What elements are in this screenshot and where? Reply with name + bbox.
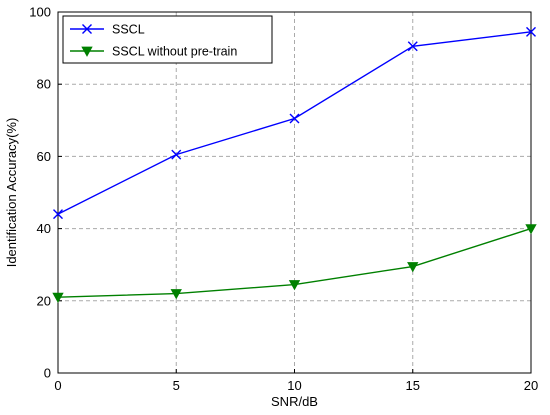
legend-label: SSCL — [112, 23, 145, 37]
x-tick-label: 0 — [54, 378, 61, 393]
y-tick-label: 40 — [37, 221, 51, 236]
legend-marker — [81, 46, 93, 57]
data-point — [407, 41, 418, 52]
series-0 — [53, 26, 536, 220]
axis-ticks: 0 5 10 15 20 0 20 40 60 80 100 — [29, 5, 538, 394]
series-group — [52, 26, 537, 304]
x-tick-label: 5 — [173, 378, 180, 393]
legend: SSCL SSCL without pre-train — [62, 15, 273, 64]
data-point — [526, 26, 536, 37]
data-point — [525, 224, 537, 235]
data-point — [171, 149, 182, 160]
legend-box — [62, 15, 273, 64]
legend-label: SSCL without pre-train — [112, 45, 237, 59]
x-axis-label: SNR/dB — [271, 394, 318, 409]
series-1 — [52, 224, 537, 304]
data-point — [170, 289, 182, 300]
x-tick-label: 20 — [524, 378, 538, 393]
y-axis-label: Identification Accuracy(%) — [4, 118, 19, 268]
data-point — [52, 292, 64, 304]
x-tick-label: 15 — [406, 378, 420, 393]
data-point — [288, 280, 301, 291]
data-point — [289, 113, 300, 124]
data-point — [407, 262, 419, 273]
x-tick-label: 10 — [287, 378, 301, 393]
y-tick-label: 60 — [37, 149, 51, 164]
grid — [58, 12, 531, 373]
data-point — [53, 209, 63, 220]
y-tick-label: 0 — [44, 366, 51, 381]
y-tick-label: 100 — [29, 5, 51, 20]
legend-marker — [82, 24, 92, 34]
y-tick-label: 80 — [37, 77, 51, 92]
legend-entry: SSCL without pre-train — [70, 45, 237, 59]
y-tick-label: 20 — [37, 293, 51, 308]
plot-frame — [57, 11, 532, 374]
legend-entry: SSCL — [70, 23, 145, 37]
